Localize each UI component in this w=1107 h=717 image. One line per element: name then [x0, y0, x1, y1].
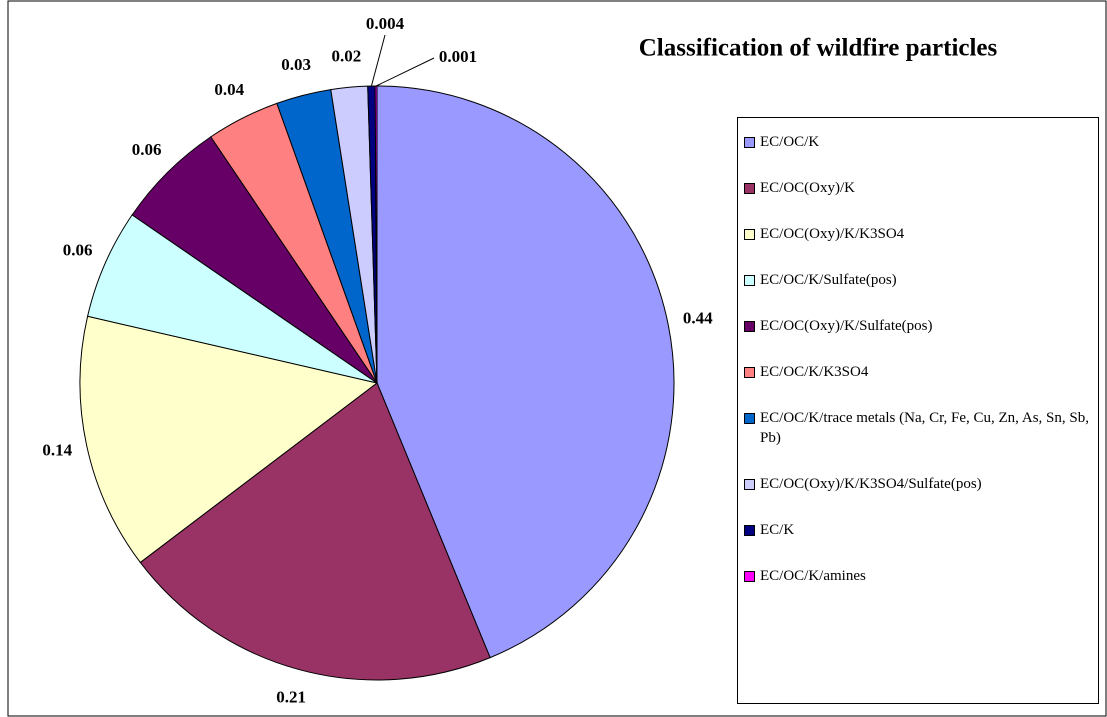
legend-item: EC/OC/K/K3SO4 — [744, 362, 1098, 382]
legend-label: EC/OC(Oxy)/K/Sulfate(pos) — [760, 318, 933, 334]
value-label: 0.03 — [281, 55, 311, 74]
legend-swatch — [744, 571, 755, 582]
legend-item: EC/OC/K/trace metals (Na, Cr, Fe, Cu, Zn… — [744, 408, 1098, 448]
legend-item: EC/OC(Oxy)/K/Sulfate(pos) — [744, 316, 1098, 336]
legend-item: EC/OC(Oxy)/K — [744, 178, 1098, 198]
chart-title: Classification of wildfire particles — [639, 35, 998, 62]
legend-label: EC/OC/K/K3SO4 — [760, 364, 869, 380]
legend-label: EC/OC(Oxy)/K/K3SO4/Sulfate(pos) — [760, 476, 982, 492]
legend-item: EC/OC(Oxy)/K/K3SO4/Sulfate(pos) — [744, 474, 1098, 494]
legend-swatch — [744, 137, 755, 148]
legend-label: EC/K — [760, 522, 795, 538]
value-label: 0.14 — [42, 440, 72, 459]
legend-swatch — [744, 183, 755, 194]
legend-swatch — [744, 229, 755, 240]
pie-slice — [376, 85, 675, 659]
legend-swatch — [744, 275, 755, 286]
value-label: 0.21 — [276, 687, 306, 706]
legend-label: EC/OC(Oxy)/K — [760, 180, 855, 196]
value-label: 0.06 — [132, 140, 162, 159]
legend-item: EC/OC/K — [744, 132, 1098, 152]
leader-line — [370, 34, 386, 87]
legend-item: EC/OC(Oxy)/K/K3SO4 — [744, 224, 1098, 244]
legend: EC/OC/K EC/OC(Oxy)/K EC/OC(Oxy)/K/K3SO4 EC/… — [737, 117, 1099, 704]
legend-label: EC/OC/K/trace metals (Na, Cr, Fe, Cu, Zn… — [760, 410, 1089, 446]
legend-label: EC/OC(Oxy)/K/K3SO4 — [760, 226, 905, 242]
legend-swatch — [744, 525, 755, 536]
legend-item: EC/OC/K/amines — [744, 566, 1098, 586]
legend-item: EC/OC/K/Sulfate(pos) — [744, 270, 1098, 290]
legend-label: EC/OC/K/Sulfate(pos) — [760, 272, 897, 288]
legend-swatch — [744, 321, 755, 332]
legend-swatch — [744, 479, 755, 490]
value-label: 0.02 — [332, 46, 362, 65]
leader-line — [375, 57, 435, 87]
value-label: 0.004 — [366, 14, 405, 33]
legend-item: EC/K — [744, 520, 1098, 540]
chart-frame — [7, 0, 1107, 717]
value-label: 0.04 — [214, 80, 244, 99]
pie-slice — [139, 382, 491, 681]
pie-slice — [79, 315, 379, 564]
value-label: 0.06 — [63, 240, 93, 259]
legend-label: EC/OC/K/amines — [760, 568, 866, 584]
legend-swatch — [744, 367, 755, 378]
value-label: 0.44 — [683, 308, 713, 327]
legend-swatch — [744, 413, 755, 424]
legend-label: EC/OC/K — [760, 134, 820, 150]
value-label: 0.001 — [439, 47, 477, 66]
